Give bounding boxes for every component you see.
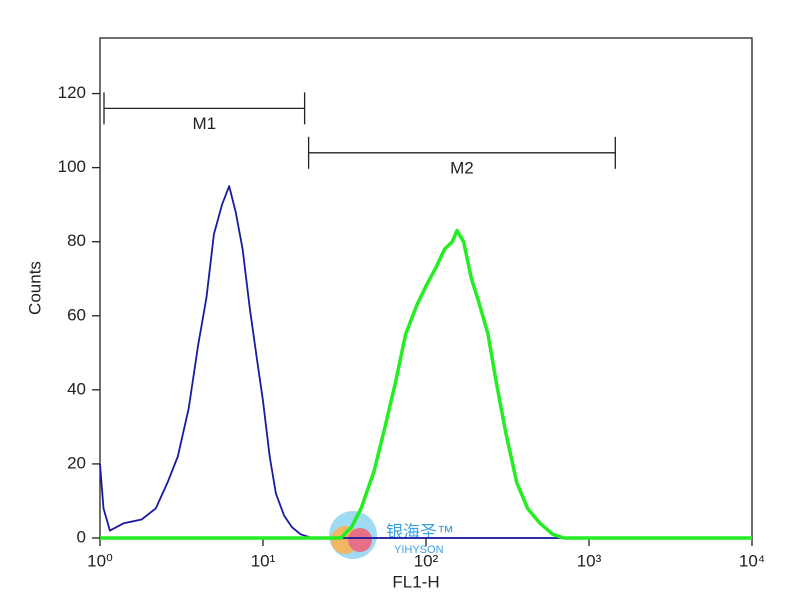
- histogram-line: [100, 228, 752, 540]
- y-tick-label: 120: [58, 83, 86, 102]
- histogram-line: [99, 185, 752, 539]
- y-tick-label: 40: [67, 379, 86, 398]
- x-tick-label: 10⁰: [87, 551, 113, 570]
- gate: M1: [103, 92, 306, 133]
- x-tick-label: 10³: [577, 551, 602, 570]
- x-axis-label: FL1-H: [392, 572, 439, 591]
- x-tick-label: 10²: [414, 551, 439, 570]
- x-tick-label: 10⁴: [739, 551, 765, 570]
- y-tick-label: 60: [67, 305, 86, 324]
- gate: M2: [307, 136, 616, 177]
- y-tick-label: 0: [77, 527, 86, 546]
- x-tick-label: 10¹: [251, 551, 276, 570]
- gate-label: M2: [450, 158, 474, 177]
- watermark-name: 银海圣™: [386, 522, 454, 541]
- y-axis-label: Counts: [25, 261, 44, 315]
- watermark-sub: YIHYSON: [394, 544, 444, 556]
- y-tick-label: 80: [67, 231, 86, 250]
- y-tick-label: 20: [67, 453, 86, 472]
- watermark-logo: [329, 511, 377, 559]
- gate-label: M1: [192, 114, 216, 133]
- y-tick-label: 100: [58, 157, 86, 176]
